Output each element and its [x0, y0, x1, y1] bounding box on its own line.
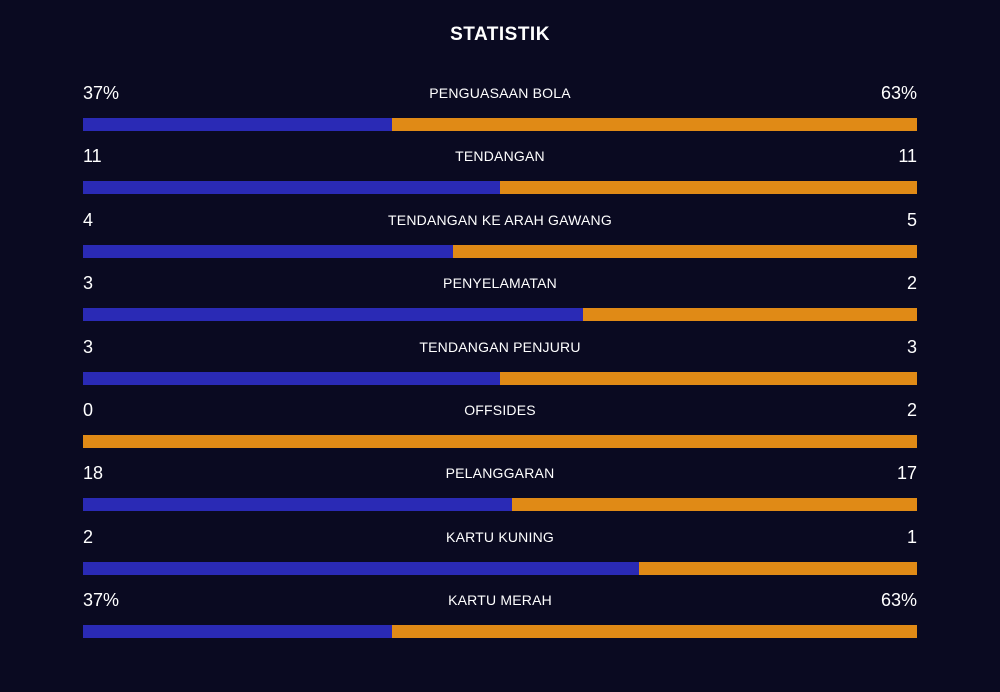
stat-bar — [83, 371, 917, 385]
stat-row: KARTU KUNING 2 1 — [83, 524, 917, 587]
stat-header: PENYELAMATAN 3 2 — [83, 270, 917, 296]
home-bar-segment — [83, 308, 584, 322]
away-value: 63% — [880, 590, 917, 611]
stat-bar — [83, 181, 917, 195]
stat-header: TENDANGAN 11 11 — [83, 143, 917, 169]
away-bar-segment — [583, 308, 917, 322]
page-title: STATISTIK — [450, 24, 550, 45]
stat-label: KARTU MERAH — [448, 592, 552, 609]
stats-list: PENGUASAAN BOLA 37% 63% TENDANGAN 11 11 TENDAN… — [83, 80, 917, 651]
away-bar-segment — [500, 371, 917, 385]
away-bar-segment — [511, 498, 917, 512]
stat-label: PENGUASAAN BOLA — [429, 85, 571, 101]
stat-header: KARTU KUNING 2 1 — [83, 524, 917, 550]
stat-header: KARTU MERAH 37% 63% — [83, 587, 917, 613]
home-bar-segment — [83, 181, 500, 195]
stat-row: PENGUASAAN BOLA 37% 63% — [83, 80, 917, 143]
away-value: 2 — [906, 399, 917, 420]
away-bar-segment — [391, 118, 917, 131]
stat-row: PELANGGARAN 18 17 — [83, 460, 917, 523]
home-value: 11 — [83, 146, 102, 167]
stat-bar — [83, 498, 917, 512]
home-value: 4 — [83, 209, 94, 230]
home-value: 3 — [83, 273, 94, 294]
stat-label: PENYELAMATAN — [443, 275, 557, 292]
home-bar-segment — [83, 561, 640, 575]
home-bar-segment — [83, 625, 392, 639]
stat-row: TENDANGAN PENJURU 3 3 — [83, 334, 917, 397]
stat-bar — [83, 434, 917, 448]
home-bar-segment — [83, 244, 454, 258]
away-value: 11 — [898, 146, 917, 167]
stat-label: TENDANGAN KE ARAH GAWANG — [388, 211, 612, 228]
stat-row: KARTU MERAH 37% 63% — [83, 587, 917, 650]
stat-bar — [83, 561, 917, 575]
home-value: 37% — [83, 83, 120, 103]
home-bar-segment — [83, 118, 392, 131]
away-value: 17 — [896, 463, 917, 484]
stat-label: PELANGGARAN — [445, 465, 555, 482]
home-value: 37% — [83, 590, 120, 611]
away-value: 1 — [906, 526, 917, 547]
away-bar-segment — [500, 181, 917, 195]
away-bar-segment — [639, 561, 917, 575]
away-bar-segment — [83, 434, 917, 448]
stat-bar — [83, 244, 917, 258]
home-bar-segment — [83, 371, 500, 385]
stat-header: TENDANGAN KE ARAH GAWANG 4 5 — [83, 207, 917, 233]
stat-label: OFFSIDES — [464, 401, 536, 418]
stat-label: TENDANGAN PENJURU — [419, 338, 581, 355]
stat-row: PENYELAMATAN 3 2 — [83, 270, 917, 333]
home-value: 0 — [83, 399, 94, 420]
stat-label: TENDANGAN — [455, 148, 545, 165]
home-value: 2 — [83, 526, 94, 547]
away-bar-segment — [391, 625, 917, 639]
away-value: 3 — [906, 336, 917, 357]
home-bar-segment — [83, 498, 512, 512]
stat-header: TENDANGAN PENJURU 3 3 — [83, 334, 917, 360]
home-value: 3 — [83, 336, 94, 357]
away-value: 2 — [906, 273, 917, 294]
away-value: 63% — [880, 83, 917, 103]
stat-header: PELANGGARAN 18 17 — [83, 460, 917, 486]
away-value: 5 — [906, 209, 917, 230]
stat-label: KARTU KUNING — [446, 528, 554, 545]
home-value: 18 — [83, 463, 104, 484]
stat-row: TENDANGAN KE ARAH GAWANG 4 5 — [83, 207, 917, 270]
stat-bar — [83, 308, 917, 322]
away-bar-segment — [453, 244, 917, 258]
stat-bar — [83, 118, 917, 131]
stat-bar — [83, 625, 917, 639]
stat-row: OFFSIDES 0 2 — [83, 397, 917, 460]
stat-row: TENDANGAN 11 11 — [83, 143, 917, 206]
stat-header: PENGUASAAN BOLA 37% 63% — [83, 80, 917, 106]
stat-header: OFFSIDES 0 2 — [83, 397, 917, 423]
